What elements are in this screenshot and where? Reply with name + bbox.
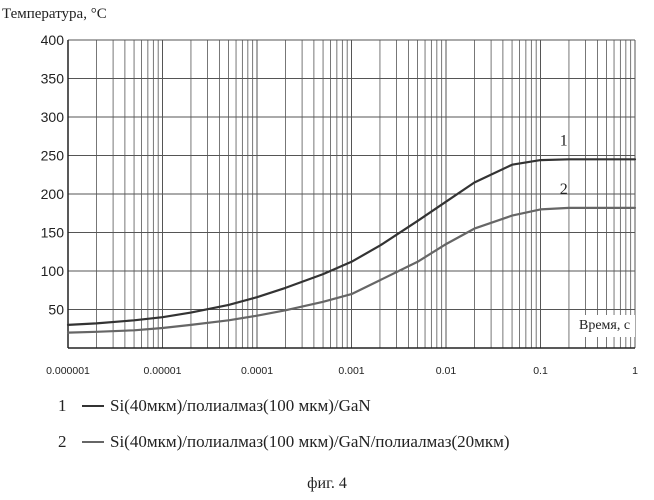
- legend-number: 2: [58, 432, 78, 452]
- series-label-1: 1: [560, 132, 568, 149]
- x-tick-label: 0.0001: [241, 365, 273, 377]
- y-tick-label: 400: [41, 32, 65, 48]
- y-tick-label: 50: [48, 302, 64, 318]
- legend-entry-2: 2 Si(40мкм)/полиалмаз(100 мкм)/GaN/полиа…: [58, 432, 510, 452]
- y-tick-label: 100: [41, 263, 65, 279]
- y-tick-label: 350: [41, 71, 65, 87]
- figure-caption: фиг. 4: [0, 475, 654, 493]
- x-tick-label: 0.001: [338, 365, 364, 377]
- legend-entry-1: 1 Si(40мкм)/полиалмаз(100 мкм)/GaN: [58, 396, 371, 416]
- x-tick-label: 0.1: [533, 365, 548, 377]
- legend-text: Si(40мкм)/полиалмаз(100 мкм)/GaN: [110, 396, 371, 416]
- x-tick-label: 0.01: [436, 365, 457, 377]
- y-tick-label: 250: [41, 148, 65, 164]
- x-tick-label: 0.000001: [46, 365, 90, 377]
- series-label-2: 2: [560, 181, 568, 198]
- y-tick-label: 150: [41, 225, 65, 241]
- legend-text: Si(40мкм)/полиалмаз(100 мкм)/GaN/полиалм…: [110, 432, 510, 452]
- y-tick-label: 300: [41, 109, 65, 125]
- x-tick-label: 0.00001: [144, 365, 182, 377]
- y-tick-label: 200: [41, 186, 65, 202]
- legend-line-swatch: [82, 441, 104, 443]
- legend-number: 1: [58, 396, 78, 416]
- x-axis-label: Время, с: [577, 318, 632, 334]
- x-tick-label: 1: [632, 365, 638, 377]
- legend-line-swatch: [82, 405, 104, 407]
- y-axis-label: Температура, °С: [2, 6, 107, 23]
